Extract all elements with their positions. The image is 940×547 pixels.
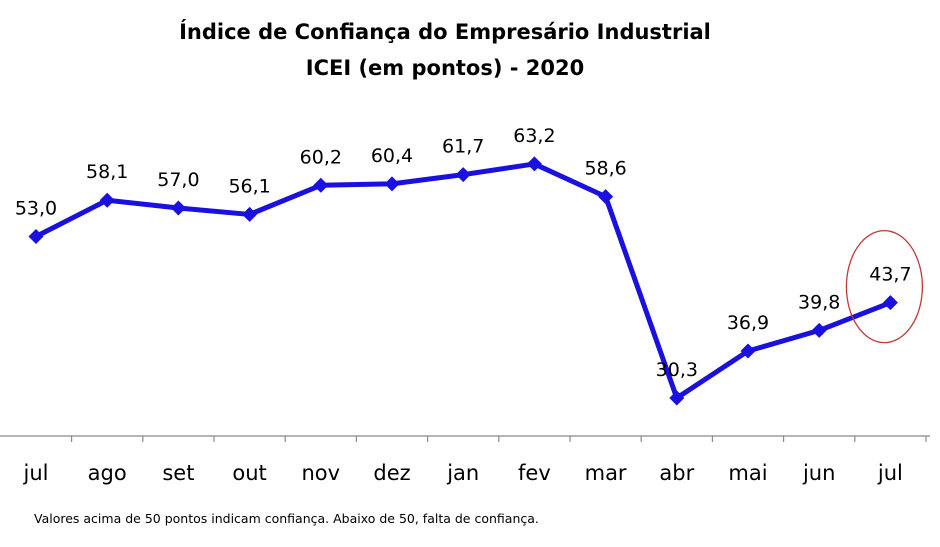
data-point: [384, 176, 400, 192]
chart-subtitle: ICEI (em pontos) - 2020: [305, 56, 585, 80]
data-label: 58,6: [584, 158, 626, 180]
x-tick-label: jun: [802, 461, 835, 485]
data-label: 53,0: [15, 197, 57, 219]
line-chart: 53,0 jul 58,1 ago 57,0 set 56,1 out 60,2 nov 60,4 d…: [0, 125, 930, 485]
data-label: 39,8: [798, 291, 840, 313]
data-label: 57,0: [157, 169, 199, 191]
x-tick-label: fev: [518, 461, 551, 485]
data-point: [882, 295, 898, 311]
highlight-ellipse: [845, 230, 924, 344]
x-tick-label: out: [232, 461, 266, 485]
chart-title: Índice de Confiança do Empresário Indust…: [179, 20, 711, 44]
data-point: [99, 192, 115, 208]
x-tick-label: jan: [446, 461, 479, 485]
data-label: 63,2: [513, 125, 555, 147]
data-point: [313, 177, 329, 193]
data-point: [669, 390, 685, 406]
x-tick-label: jul: [23, 461, 49, 485]
data-point: [526, 156, 542, 172]
x-tick-label: dez: [373, 461, 410, 485]
data-label: 56,1: [228, 175, 270, 197]
x-tick-label: ago: [88, 461, 127, 485]
data-point: [28, 228, 44, 244]
x-tick-label: jul: [877, 461, 903, 485]
data-point: [242, 206, 258, 222]
x-tick-label: abr: [659, 461, 694, 485]
data-point: [455, 167, 471, 183]
data-label: 61,7: [442, 136, 484, 158]
data-label: 36,9: [727, 312, 769, 334]
data-point: [811, 322, 827, 338]
x-tick-label: mai: [728, 461, 767, 485]
x-tick-label: mar: [585, 461, 627, 485]
data-point: [598, 189, 614, 205]
data-label: 43,7: [869, 264, 911, 286]
data-label: 30,3: [656, 359, 698, 381]
x-tick-label: set: [162, 461, 194, 485]
data-label: 60,4: [371, 145, 413, 167]
data-label: 58,1: [86, 161, 128, 183]
data-point: [170, 200, 186, 216]
data-point: [740, 343, 756, 359]
series-line: [34, 161, 892, 401]
x-tick-label: nov: [302, 461, 341, 485]
footnote: Valores acima de 50 pontos indicam confi…: [34, 511, 539, 526]
data-label: 60,2: [300, 146, 342, 168]
